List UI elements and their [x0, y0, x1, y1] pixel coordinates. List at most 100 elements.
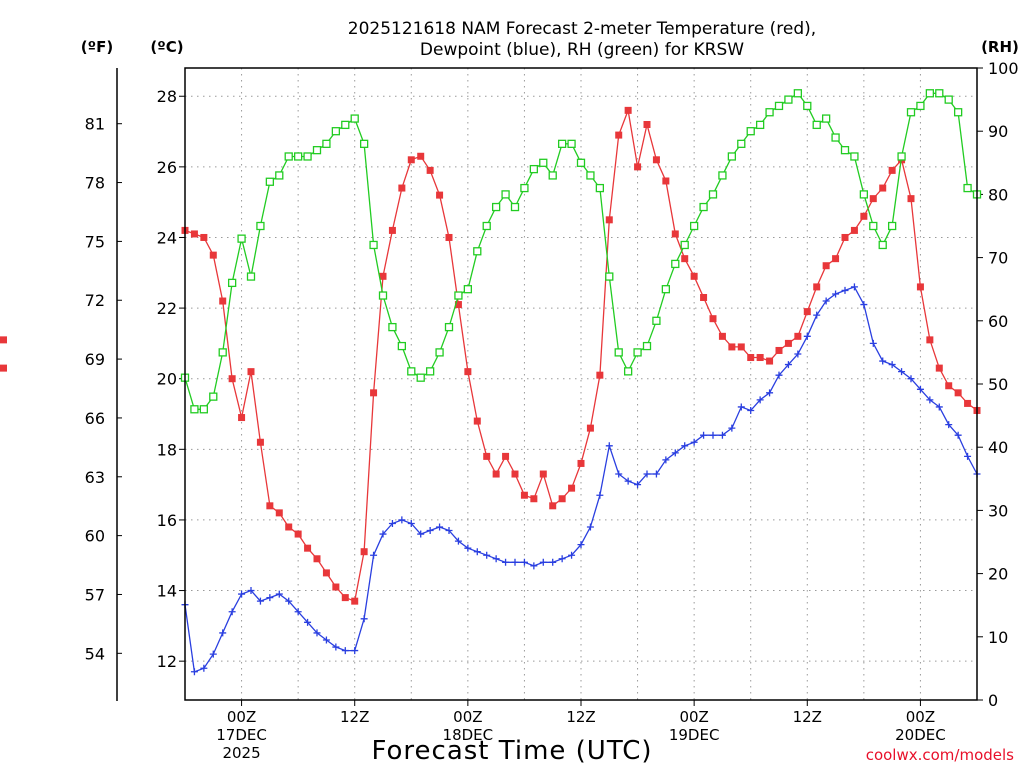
data-point-temperature: [652, 156, 660, 164]
data-point-rh: [586, 171, 595, 180]
fahrenheit-tick-label: 78: [85, 174, 105, 193]
data-point-temperature: [813, 283, 821, 291]
data-point-temperature: [850, 226, 858, 234]
data-point-temperature: [775, 346, 783, 354]
data-point-rh: [803, 101, 812, 111]
fahrenheit-tick-label: 66: [85, 409, 105, 428]
data-point-temperature: [935, 364, 943, 372]
data-point-dewpoint: [228, 608, 236, 616]
data-point-rh: [557, 139, 567, 148]
data-point-dewpoint: [209, 650, 217, 658]
data-point-dewpoint: [888, 361, 896, 369]
data-point-temperature: [747, 354, 755, 362]
data-point-rh: [840, 146, 850, 155]
time-tick-label: 12Z: [340, 708, 369, 726]
chart-title-line2: Dewpoint (blue), RH (green) for KRSW: [420, 40, 744, 60]
data-point-dewpoint: [916, 385, 924, 393]
data-point-dewpoint: [718, 431, 726, 439]
data-point-rh: [529, 164, 539, 174]
data-point-temperature: [869, 195, 877, 203]
time-tick-label: 00Z: [227, 708, 256, 726]
data-point-dewpoint: [520, 558, 528, 566]
data-point-rh: [397, 341, 407, 351]
data-point-temperature: [341, 594, 349, 602]
data-point-dewpoint: [502, 558, 510, 566]
data-point-dewpoint: [784, 361, 792, 369]
data-point-dewpoint: [266, 594, 274, 602]
data-point-rh: [850, 152, 859, 161]
data-point-rh: [944, 95, 953, 104]
data-point-temperature: [247, 368, 255, 376]
data-point-temperature: [0, 336, 7, 344]
data-point-temperature: [332, 583, 340, 591]
celsius-tick-label: 16: [157, 511, 177, 530]
fahrenheit-tick-label: 54: [85, 644, 105, 663]
celsius-tick-label: 14: [157, 582, 177, 601]
fahrenheit-tick-label: 81: [85, 115, 105, 134]
data-point-temperature: [558, 495, 566, 503]
data-point-rh: [755, 120, 765, 130]
data-point-rh: [237, 234, 246, 243]
data-point-dewpoint: [558, 555, 566, 563]
data-point-rh: [218, 348, 227, 357]
data-point-temperature: [634, 163, 642, 171]
data-point-rh: [859, 190, 869, 199]
data-point-temperature: [539, 470, 547, 478]
data-point-temperature: [766, 357, 774, 365]
data-point-rh: [454, 291, 463, 300]
data-point-temperature: [681, 255, 689, 263]
data-point-dewpoint: [954, 431, 962, 439]
data-point-dewpoint: [370, 551, 378, 559]
data-point-dewpoint: [577, 541, 585, 549]
time-tick-label: 00Z: [453, 708, 482, 726]
data-point-temperature: [370, 389, 378, 397]
rh-tick-label: 90: [988, 122, 1008, 141]
fahrenheit-tick-label: 60: [85, 527, 105, 546]
data-point-rh: [359, 139, 369, 148]
data-point-rh: [925, 89, 935, 98]
data-point-dewpoint: [898, 368, 906, 376]
data-point-dewpoint: [426, 527, 434, 535]
data-point-dewpoint: [605, 442, 613, 450]
data-point-temperature: [615, 131, 623, 139]
data-point-rh: [482, 221, 491, 231]
data-point-temperature: [784, 339, 792, 347]
data-point-temperature: [209, 251, 217, 259]
data-point-rh: [605, 272, 614, 281]
data-point-dewpoint: [190, 668, 198, 676]
data-point-rh: [548, 171, 557, 180]
data-point-dewpoint: [747, 406, 755, 414]
data-point-rh: [520, 183, 529, 193]
data-point-rh: [539, 158, 548, 167]
time-tick-label: 12Z: [793, 708, 822, 726]
time-tick-label: 00Z: [906, 708, 935, 726]
data-point-temperature: [860, 212, 868, 220]
data-point-rh: [916, 101, 925, 111]
data-point-dewpoint: [624, 477, 632, 485]
data-point-dewpoint: [473, 548, 481, 556]
data-point-temperature: [436, 191, 444, 199]
rh-tick-label: 80: [988, 185, 1008, 204]
series-dewpoint: [181, 283, 981, 676]
data-point-dewpoint: [436, 523, 444, 531]
data-point-rh: [491, 202, 501, 212]
fahrenheit-unit-label: (ºF): [81, 38, 113, 56]
data-point-dewpoint: [879, 357, 887, 365]
data-point-rh: [473, 247, 482, 256]
data-point-temperature: [351, 597, 359, 605]
data-point-temperature: [700, 293, 708, 301]
rh-tick-label: 40: [988, 438, 1008, 457]
rh-tick-label: 50: [988, 375, 1008, 394]
data-point-temperature: [285, 523, 293, 531]
time-tick-label: 20DEC: [895, 726, 946, 744]
data-point-rh: [209, 392, 218, 401]
data-point-temperature: [407, 156, 415, 164]
data-point-dewpoint: [379, 530, 387, 538]
data-point-rh: [576, 158, 586, 167]
data-point-dewpoint: [681, 442, 689, 450]
fahrenheit-axis: 54 57 60 63 66 69 72 75 78 81: [85, 115, 122, 663]
time-tick-label: 18DEC: [443, 726, 494, 744]
data-point-temperature: [926, 336, 934, 344]
data-point-temperature: [794, 332, 802, 340]
